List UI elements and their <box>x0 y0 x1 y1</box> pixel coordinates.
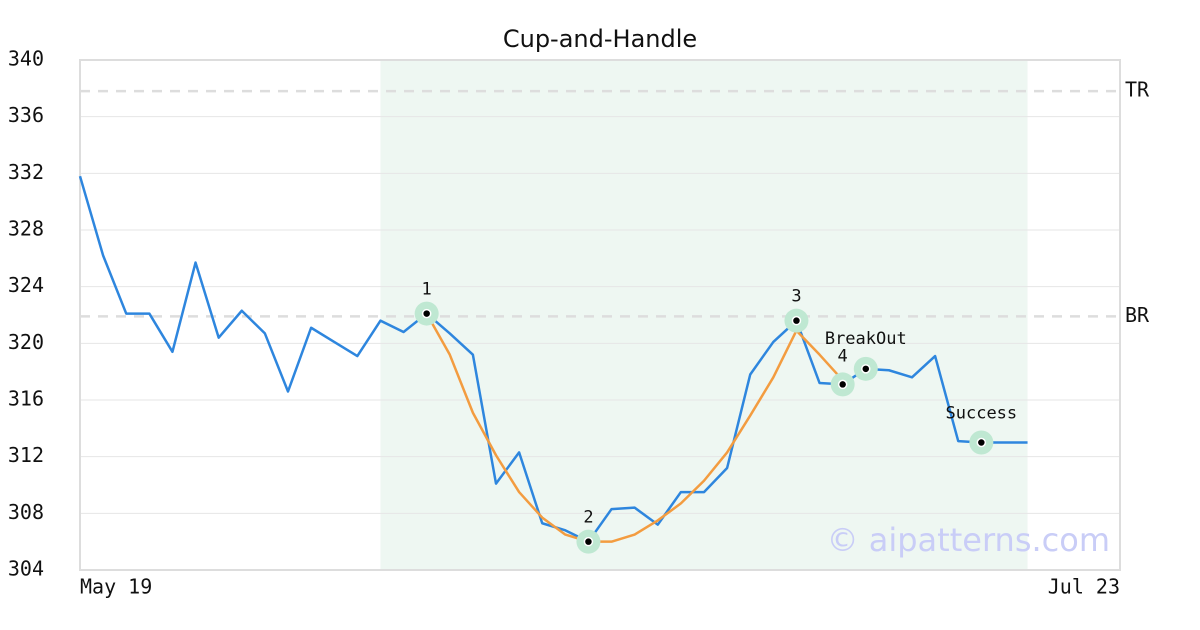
y-tick-label: 316 <box>8 387 44 411</box>
y-tick-label: 312 <box>8 443 44 467</box>
y-tick-label: 320 <box>8 330 44 354</box>
y-tick-label: 328 <box>8 217 44 241</box>
point-label: Success <box>946 404 1018 424</box>
plot-frame <box>79 59 1121 571</box>
level-label: TR <box>1125 78 1150 102</box>
point-dot <box>421 308 432 319</box>
y-tick-label: 340 <box>8 47 44 71</box>
point-label: 3 <box>791 287 801 307</box>
series-line <box>425 312 844 543</box>
point-label: 1 <box>422 280 432 300</box>
chart-title: Cup-and-Handle <box>503 25 697 53</box>
watermark: © aipatterns.com <box>827 521 1110 559</box>
point-dot <box>583 536 594 547</box>
point-dot <box>791 315 802 326</box>
point-label: 2 <box>583 508 593 528</box>
level-label: BR <box>1125 303 1150 327</box>
point-dot <box>861 364 871 374</box>
point-label: BreakOut <box>825 329 907 349</box>
x-tick-label: May 19 <box>80 575 152 599</box>
x-tick-label: Jul 23 <box>1048 575 1120 599</box>
point-dot <box>837 379 848 390</box>
shaded-region <box>380 60 1028 570</box>
y-tick-label: 324 <box>8 273 44 297</box>
point-label: 4 <box>838 346 848 366</box>
y-tick-label: 304 <box>8 557 44 581</box>
y-tick-label: 308 <box>8 500 44 524</box>
y-tick-label: 336 <box>8 103 44 127</box>
point-dot <box>976 437 987 448</box>
y-tick-label: 332 <box>8 160 44 184</box>
